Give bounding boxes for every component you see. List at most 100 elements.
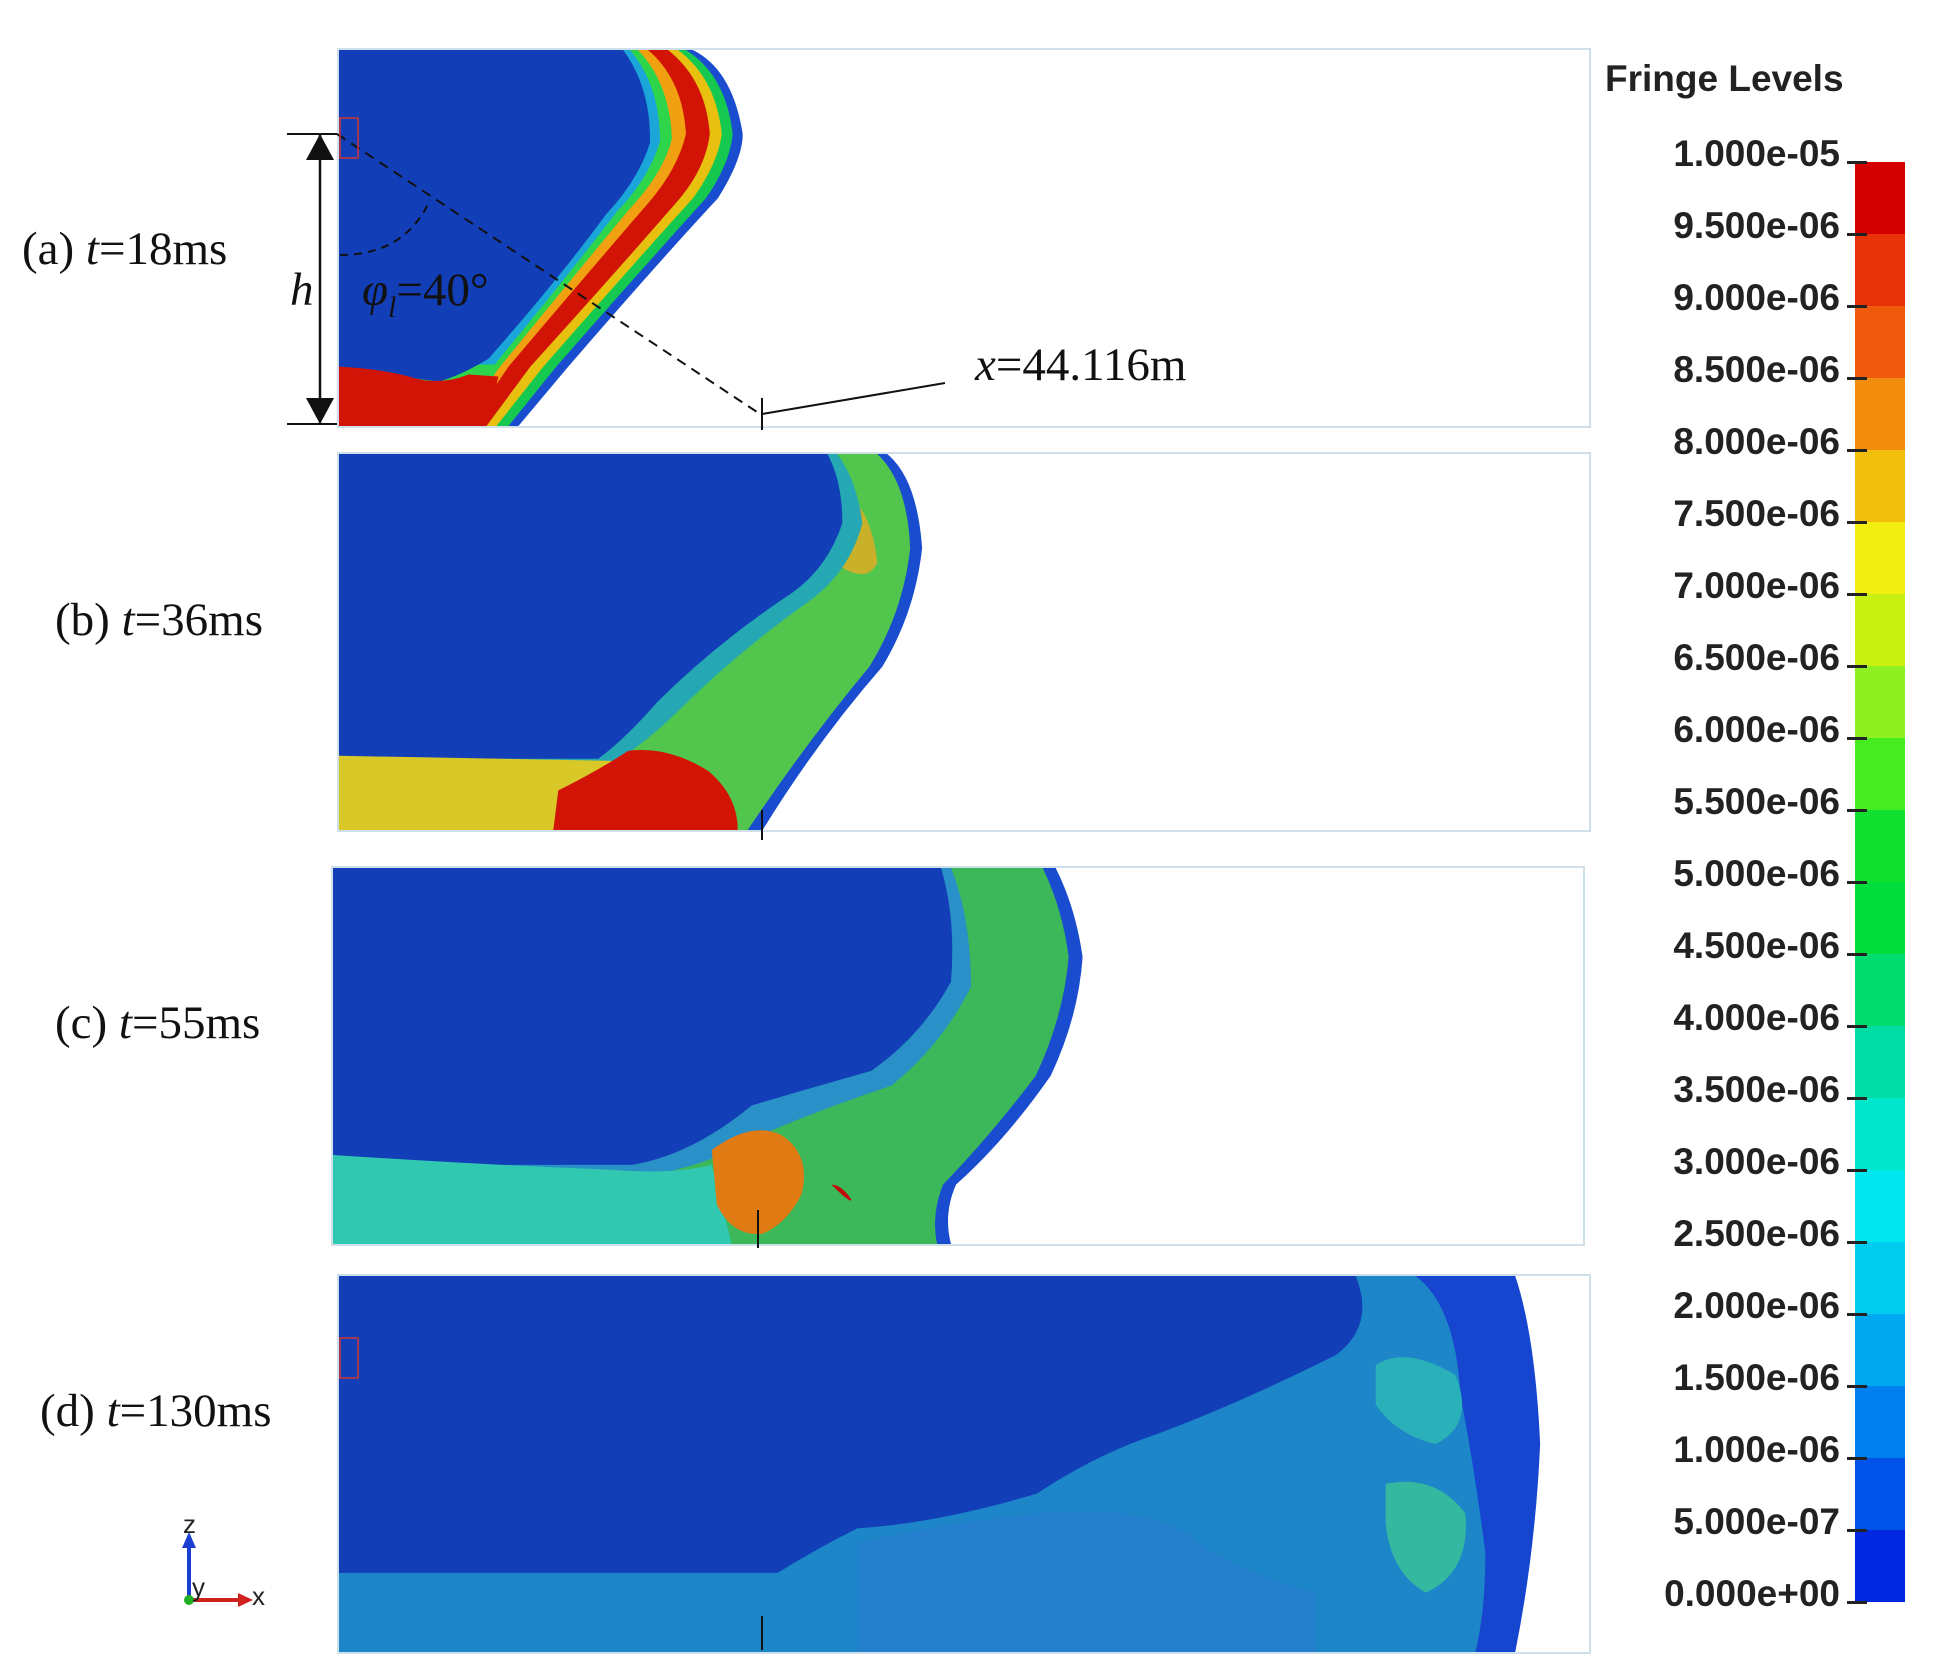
legend-tick-mark <box>1847 1529 1867 1532</box>
legend-tick-mark <box>1847 1169 1867 1172</box>
contour-panel-a <box>337 48 1591 428</box>
y-axis-label: y <box>192 1572 205 1602</box>
panel-b-label: (b) t=36ms <box>55 593 263 647</box>
legend-color-swatch <box>1855 378 1905 451</box>
panel-letter: (b) <box>55 594 110 646</box>
legend-tick-mark <box>1847 233 1867 236</box>
arrow-up-icon <box>306 134 334 160</box>
legend-tick-mark <box>1847 1241 1867 1244</box>
contour-panel-c <box>331 866 1585 1246</box>
legend-tick-label: 1.000e-06 <box>1673 1429 1840 1470</box>
legend-tick-mark <box>1847 305 1867 308</box>
legend-color-swatch <box>1855 1170 1905 1243</box>
height-dimension <box>287 133 337 425</box>
legend-title: Fringe Levels <box>1605 58 1844 99</box>
panel-d-label: (d) t=130ms <box>40 1384 271 1438</box>
contour-plot-b <box>339 454 923 830</box>
legend-tick-label: 6.500e-06 <box>1673 637 1840 678</box>
red-streak <box>831 1184 852 1201</box>
legend-tick-label: 1.000e-05 <box>1673 133 1840 174</box>
legend-tick-label: 8.000e-06 <box>1673 421 1840 462</box>
legend-tick-mark <box>1847 1025 1867 1028</box>
legend-color-swatch <box>1855 1314 1905 1387</box>
legend-color-swatch <box>1855 954 1905 1027</box>
time-value: =18ms <box>98 223 228 275</box>
legend-tick-label: 7.500e-06 <box>1673 493 1840 534</box>
legend-color-swatch <box>1855 594 1905 667</box>
legend-tick-mark <box>1847 1313 1867 1316</box>
legend-tick-mark <box>1847 809 1867 812</box>
y-axis-dot <box>184 1595 194 1605</box>
time-value: =130ms <box>119 1385 272 1437</box>
blue-core <box>339 454 843 759</box>
legend-color-swatch <box>1855 810 1905 883</box>
panel-letter: (d) <box>40 1385 95 1437</box>
legend-tick-label: 5.000e-07 <box>1673 1501 1840 1542</box>
legend-tick-mark <box>1847 1457 1867 1460</box>
time-var: t <box>121 594 135 646</box>
legend-tick-mark <box>1847 593 1867 596</box>
legend-tick-mark <box>1847 521 1867 524</box>
legend-color-swatch <box>1855 1386 1905 1459</box>
blue-core <box>333 868 953 1165</box>
legend-tick-label: 4.000e-06 <box>1673 997 1840 1038</box>
legend-tick-label: 5.500e-06 <box>1673 781 1840 822</box>
legend-color-swatch <box>1855 162 1905 235</box>
panel-letter: (a) <box>22 223 75 275</box>
legend-color-swatch <box>1855 306 1905 379</box>
light-patch-2 <box>1385 1481 1466 1593</box>
legend-tick-mark <box>1847 953 1867 956</box>
axis-triad: z y x <box>182 1509 265 1611</box>
legend-tick-label: 8.500e-06 <box>1673 349 1840 390</box>
panel-c-label: (c) t=55ms <box>55 996 260 1050</box>
light-patch-1 <box>1375 1357 1463 1445</box>
contour-panel-b <box>337 452 1591 832</box>
x-axis-label: x <box>252 1581 265 1611</box>
time-value: =36ms <box>134 594 263 646</box>
legend-tick-label: 5.000e-06 <box>1673 853 1840 894</box>
legend-tick-mark <box>1847 665 1867 668</box>
cyan-base <box>333 1154 732 1244</box>
legend-color-swatch <box>1855 1026 1905 1099</box>
red-base <box>553 750 738 830</box>
legend-tick-mark <box>1847 737 1867 740</box>
legend-tick-mark <box>1847 377 1867 380</box>
time-value: =55ms <box>131 997 261 1049</box>
contour-panel-d <box>337 1274 1591 1654</box>
legend-color-swatch <box>1855 882 1905 955</box>
legend-color-swatch <box>1855 234 1905 307</box>
legend-tick-label: 3.500e-06 <box>1673 1069 1840 1110</box>
time-var: t <box>118 997 132 1049</box>
legend-color-swatch <box>1855 450 1905 523</box>
legend-tick-label: 6.000e-06 <box>1673 709 1840 750</box>
legend-color-swatch <box>1855 522 1905 595</box>
legend-tick-label: 0.000e+00 <box>1664 1573 1840 1614</box>
orange-patch <box>711 1130 804 1235</box>
legend-tick-label: 1.500e-06 <box>1673 1357 1840 1398</box>
legend-color-swatch <box>1855 666 1905 739</box>
legend-tick-mark <box>1847 881 1867 884</box>
contour-plot-d <box>339 1276 1541 1652</box>
z-axis-label: z <box>183 1509 196 1539</box>
lower-cyan <box>857 1511 1316 1652</box>
blue-core <box>339 50 651 382</box>
legend-tick-mark <box>1847 449 1867 452</box>
legend-color-bar <box>1855 162 1905 1602</box>
legend-color-swatch <box>1855 1458 1905 1531</box>
legend-color-swatch <box>1855 1530 1905 1602</box>
legend-tick-mark <box>1847 1385 1867 1388</box>
legend-tick-mark <box>1847 1097 1867 1100</box>
blue-core <box>339 1276 1363 1573</box>
legend-color-swatch <box>1855 1098 1905 1171</box>
legend-tick-mark <box>1847 1601 1867 1604</box>
legend-tick-label: 3.000e-06 <box>1673 1141 1840 1182</box>
arrow-down-icon <box>306 398 334 424</box>
legend-tick-label: 7.000e-06 <box>1673 565 1840 606</box>
height-symbol: h <box>290 264 314 316</box>
legend-tick-mark <box>1847 161 1867 164</box>
panel-letter: (c) <box>55 997 108 1049</box>
legend-tick-label: 2.000e-06 <box>1673 1285 1840 1326</box>
time-var: t <box>106 1385 120 1437</box>
panel-a-label: (a) t=18ms <box>22 222 227 276</box>
contour-plot-a <box>339 50 743 426</box>
